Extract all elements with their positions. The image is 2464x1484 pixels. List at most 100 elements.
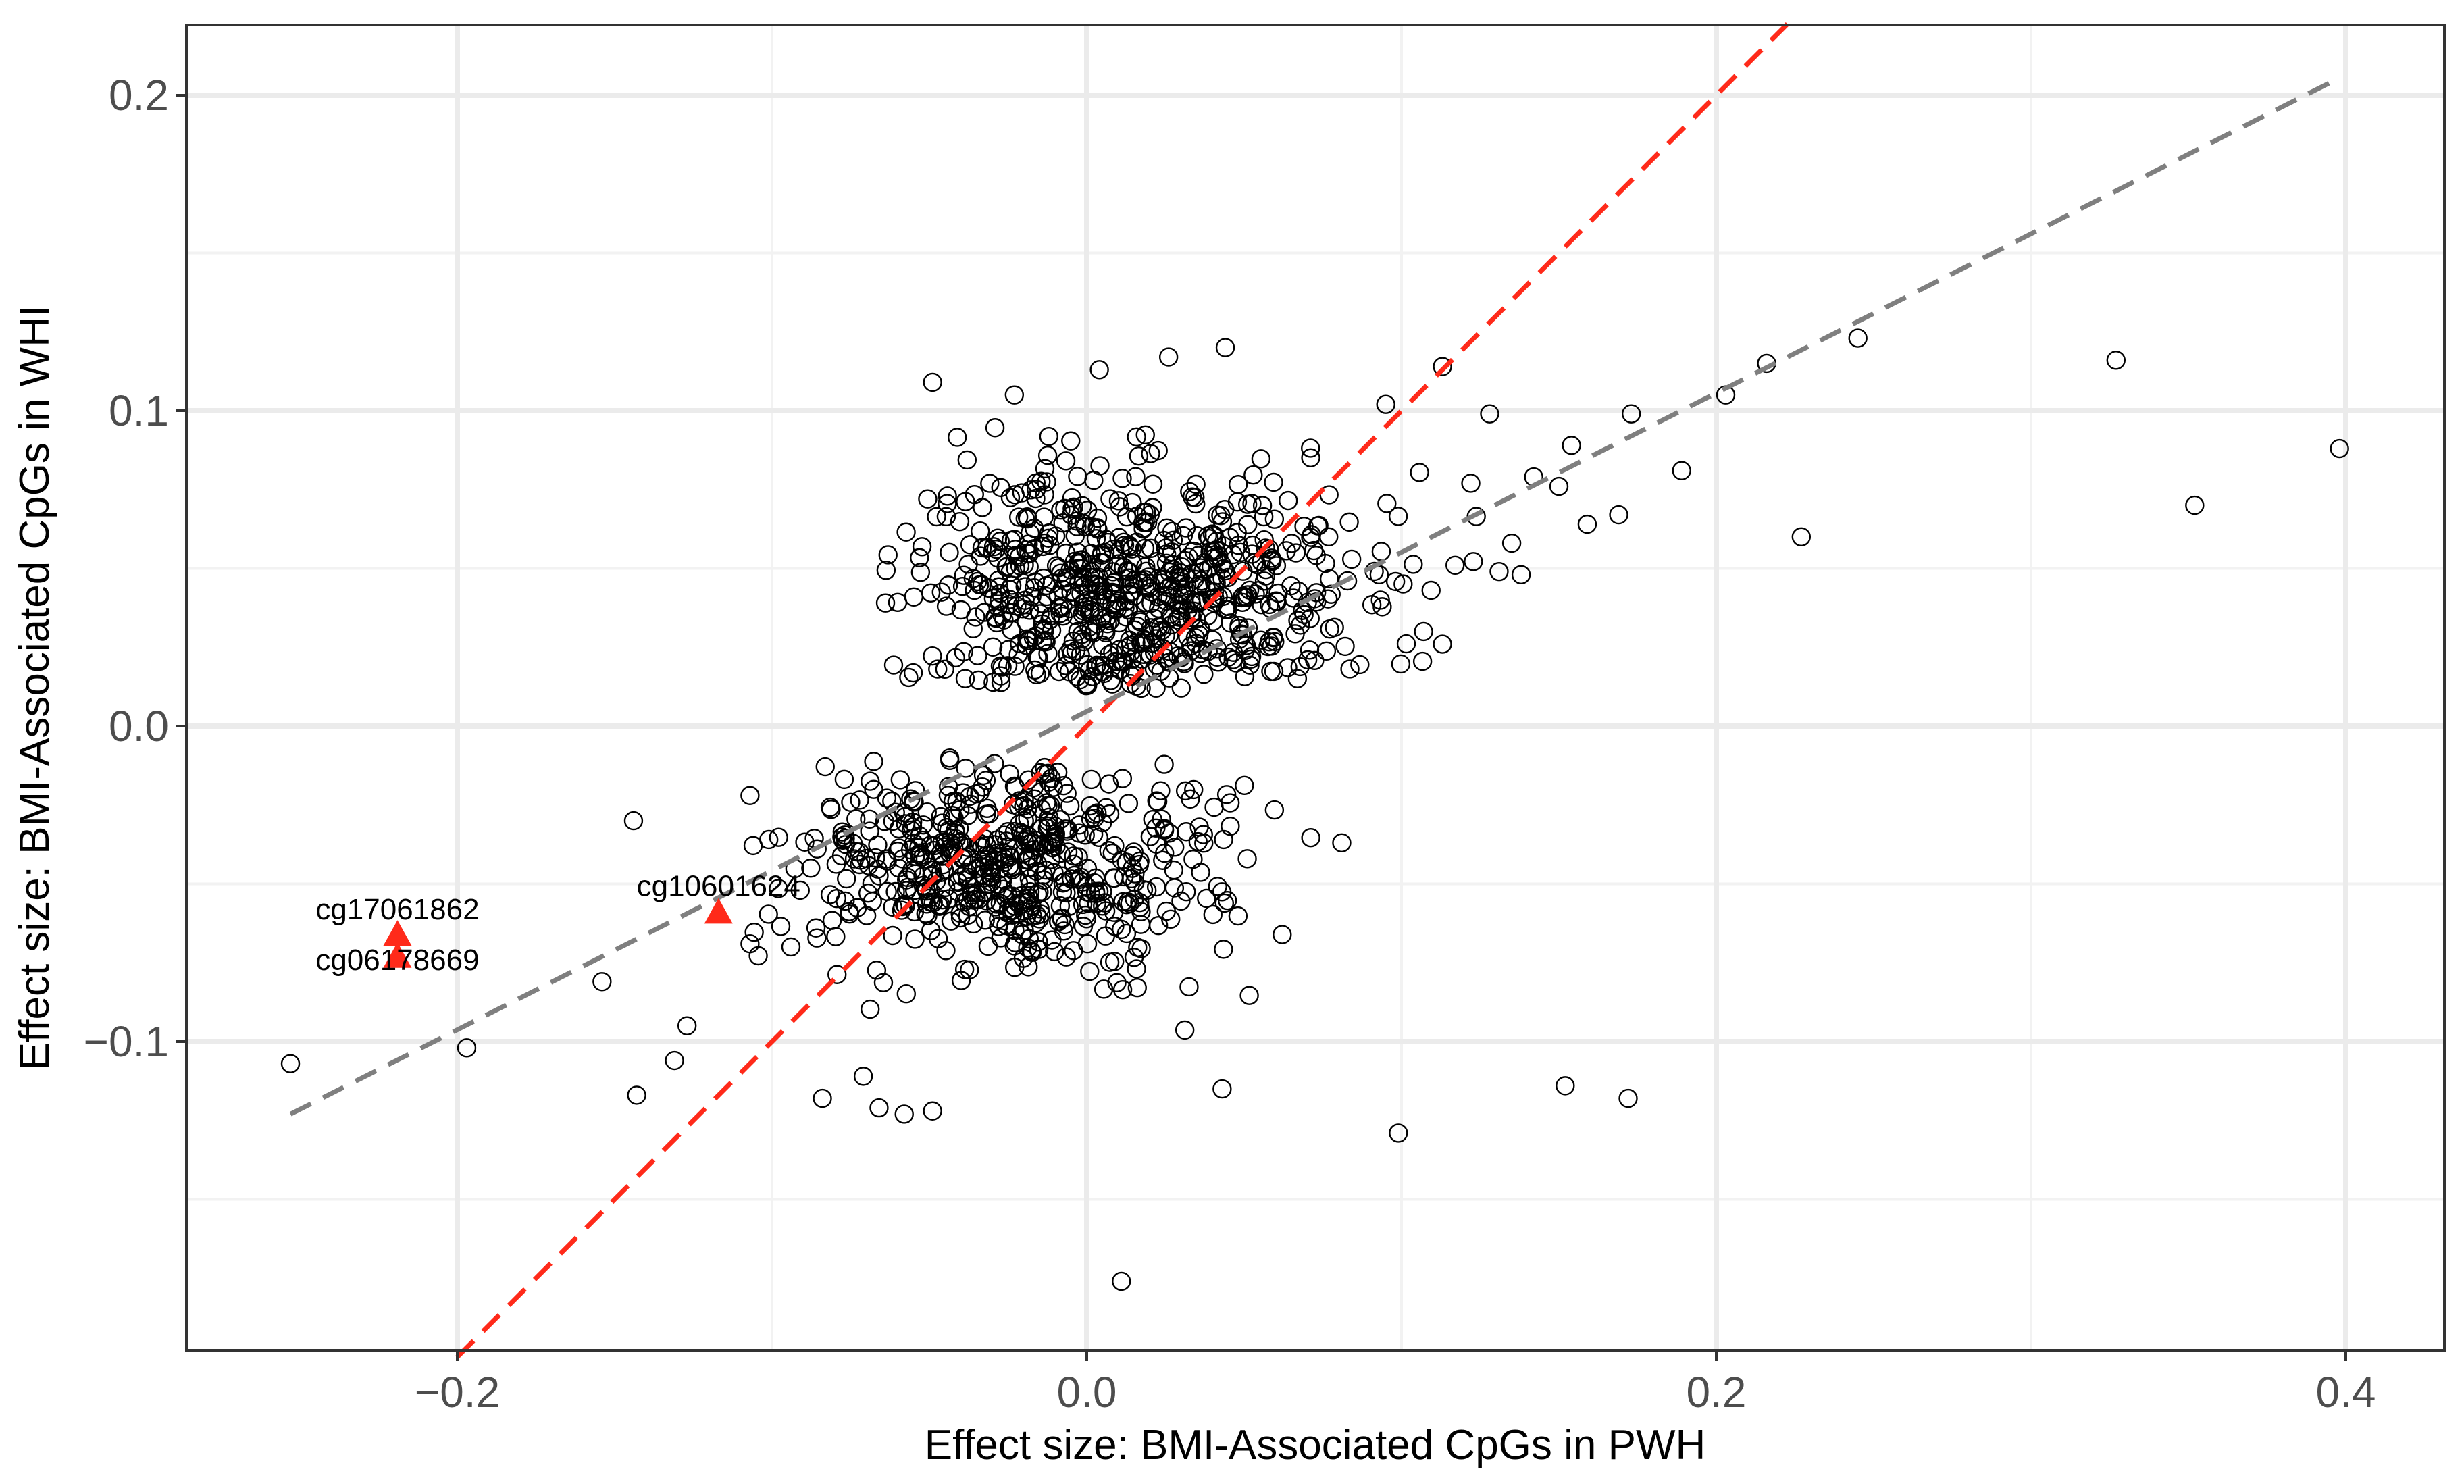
data-point <box>950 903 970 923</box>
data-point <box>627 1085 646 1105</box>
data-point <box>1135 425 1155 444</box>
data-point <box>904 791 923 811</box>
data-point <box>1116 923 1137 944</box>
data-point <box>834 769 854 790</box>
data-point <box>1085 881 1106 902</box>
y-tick-label: −0.1 <box>84 1017 169 1066</box>
data-point <box>1109 613 1129 633</box>
data-point <box>947 428 967 447</box>
data-point <box>1154 754 1174 774</box>
data-point <box>1489 561 1509 582</box>
data-point <box>1211 506 1231 526</box>
data-point <box>869 866 889 886</box>
data-point <box>771 917 791 936</box>
data-point <box>946 648 965 668</box>
data-point <box>1204 797 1224 817</box>
y-tick-label: 0.0 <box>109 702 169 750</box>
data-point <box>1372 597 1392 617</box>
data-point <box>983 542 1002 563</box>
data-point <box>910 826 929 846</box>
data-point <box>1086 657 1106 677</box>
data-point <box>991 673 1011 692</box>
data-point <box>1037 575 1056 596</box>
data-point <box>1260 594 1279 615</box>
data-point <box>1264 800 1285 820</box>
data-point <box>1104 600 1125 619</box>
data-point <box>1294 605 1314 625</box>
data-point <box>996 915 1016 936</box>
highlighted-cpgs: cg17061862 cg06178669 cg10601624 <box>315 870 800 977</box>
data-point <box>923 372 942 392</box>
data-point <box>1238 515 1258 534</box>
data-point <box>1090 456 1110 476</box>
data-point <box>1015 811 1034 831</box>
data-point <box>1004 530 1025 549</box>
data-point <box>1179 977 1199 997</box>
data-point <box>1010 814 1029 834</box>
data-point <box>921 921 941 940</box>
data-point <box>1123 649 1142 669</box>
data-point <box>1221 817 1240 836</box>
data-point <box>1050 843 1071 863</box>
data-point <box>1256 538 1275 558</box>
data-point <box>1041 850 1061 869</box>
data-point <box>923 646 942 666</box>
data-point <box>1239 986 1259 1005</box>
data-point <box>878 545 898 565</box>
data-point <box>1214 559 1233 578</box>
data-point <box>1022 848 1042 868</box>
data-point <box>896 984 916 1004</box>
fit-line <box>289 77 2338 1117</box>
data-point <box>888 592 908 612</box>
data-point <box>1020 600 1040 620</box>
data-point <box>1340 659 1360 679</box>
data-point <box>1029 909 1049 929</box>
data-point <box>1116 895 1137 915</box>
data-point <box>1414 621 1433 642</box>
data-point <box>1132 571 1152 591</box>
data-point <box>1058 819 1077 839</box>
data-point <box>1042 930 1062 950</box>
data-point <box>904 792 924 812</box>
data-point <box>457 1038 477 1058</box>
data-point <box>890 770 910 790</box>
data-point <box>1017 612 1036 632</box>
data-point <box>844 849 865 869</box>
data-point <box>948 871 967 891</box>
data-point <box>1119 794 1139 813</box>
data-point <box>1108 491 1129 511</box>
data-point <box>1216 785 1237 804</box>
data-point <box>1151 781 1171 800</box>
regression-lines <box>289 14 2338 1359</box>
data-point <box>1015 920 1034 940</box>
data-point <box>925 836 945 856</box>
data-point <box>1100 611 1120 631</box>
data-point <box>883 811 903 831</box>
data-point <box>866 848 886 868</box>
data-point <box>1464 552 1483 571</box>
data-point <box>1244 553 1264 573</box>
data-point <box>931 863 951 882</box>
cpg-label: cg10601624 <box>637 870 800 903</box>
data-point <box>1098 532 1118 553</box>
data-point <box>1158 347 1179 367</box>
data-point <box>820 885 840 904</box>
data-point <box>1240 655 1260 675</box>
data-point <box>1672 461 1691 480</box>
data-point <box>1278 658 1298 677</box>
data-point <box>1130 851 1150 871</box>
data-point <box>1087 803 1107 823</box>
data-point <box>1609 505 1628 525</box>
data-point <box>975 911 995 930</box>
data-point <box>1124 948 1144 967</box>
data-point <box>1079 893 1098 913</box>
data-point <box>1112 769 1133 788</box>
data-point <box>950 511 970 532</box>
data-point <box>815 757 835 777</box>
data-point <box>1012 599 1032 619</box>
data-point <box>1141 618 1161 638</box>
data-point <box>1165 838 1185 857</box>
data-point <box>1075 825 1095 845</box>
data-point <box>1006 559 1025 578</box>
data-point <box>868 859 888 879</box>
